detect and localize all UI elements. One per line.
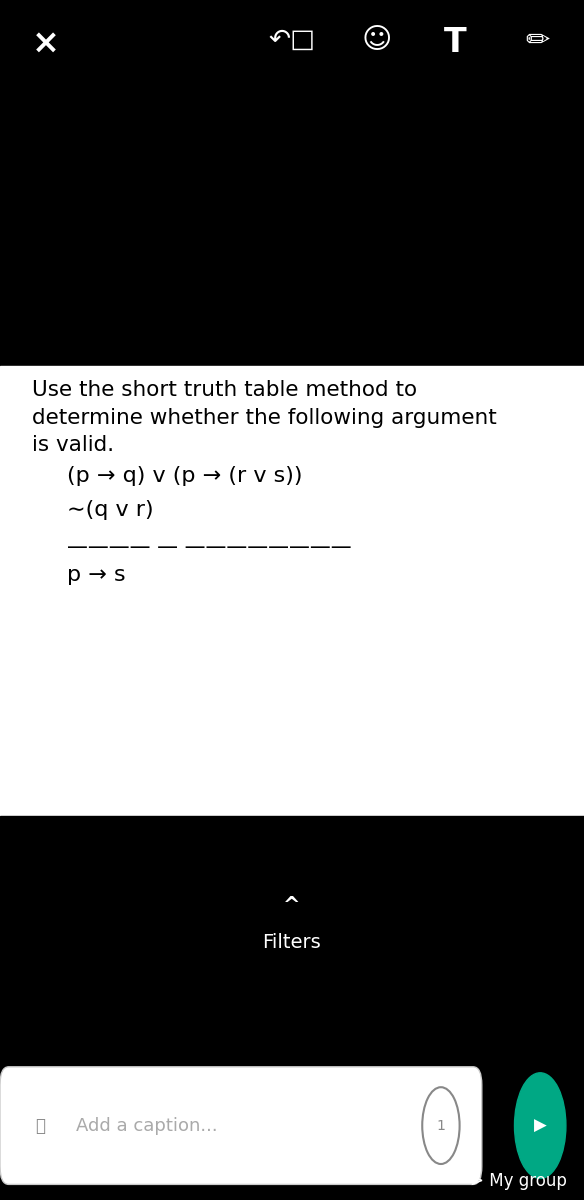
Text: Add a caption...: Add a caption... [76,1116,218,1135]
Text: 1: 1 [436,1118,446,1133]
Bar [0,816,584,1200]
Text: ⎙: ⎙ [35,1116,45,1135]
Text: ∼(q v r): ∼(q v r) [67,500,154,520]
Bar [0,0,584,366]
Text: ☺: ☺ [361,26,392,54]
Circle shape [515,1073,566,1178]
Text: Use the short truth table method to
determine whether the following argument
is : Use the short truth table method to dete… [32,380,497,455]
Text: p → s: p → s [67,565,126,586]
Text: ▶: ▶ [534,1116,547,1135]
Bar [0,366,584,816]
Text: Filters: Filters [263,932,321,952]
Text: T: T [444,26,467,59]
FancyBboxPatch shape [0,1067,482,1184]
Text: ✏: ✏ [525,26,550,54]
Text: (p → q) v (p → (r v s)): (p → q) v (p → (r v s)) [67,466,303,486]
Text: ↶□: ↶□ [269,26,315,53]
Text: ———— — ————————: ———— — ———————— [67,538,352,557]
Text: ^: ^ [283,896,301,916]
Text: ×: × [32,26,60,59]
Text: > My group: > My group [470,1172,566,1190]
